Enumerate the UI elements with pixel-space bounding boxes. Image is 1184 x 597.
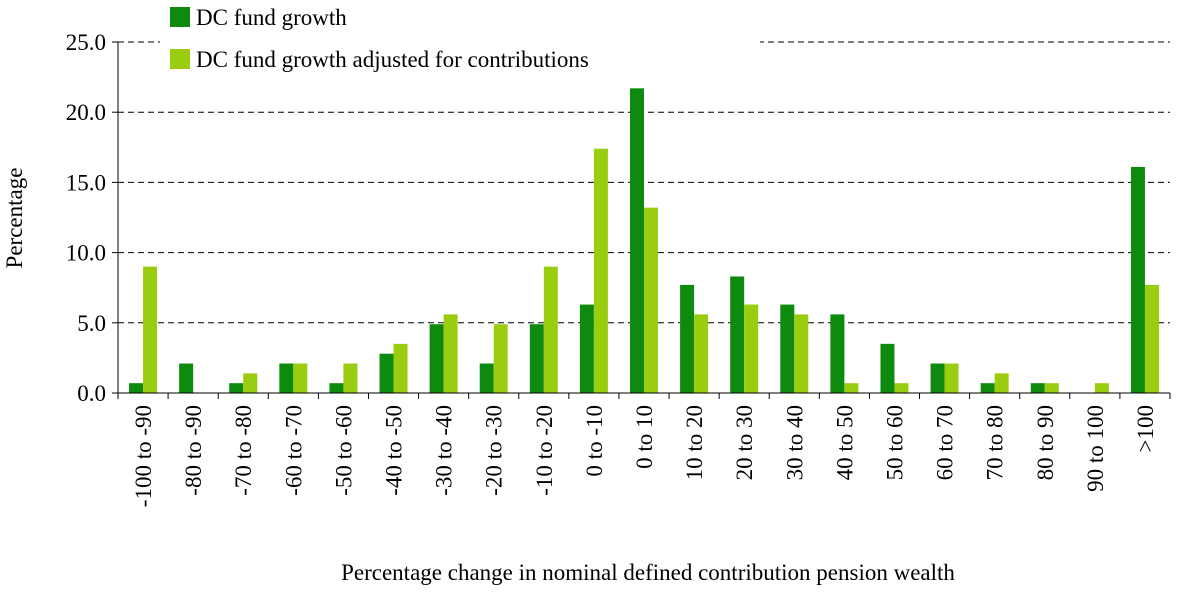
bar — [329, 383, 344, 393]
bar — [830, 314, 845, 393]
legend-swatch — [170, 7, 190, 27]
bar — [644, 207, 658, 393]
bar — [844, 383, 859, 393]
bar — [143, 266, 158, 393]
y-tick-label: 15.0 — [66, 170, 106, 195]
bar — [243, 373, 258, 393]
bar — [794, 314, 809, 393]
x-tick-label: -30 to -40 — [432, 405, 457, 496]
y-tick-label: 5.0 — [77, 311, 106, 336]
bar — [694, 314, 709, 393]
bar — [930, 363, 945, 393]
bar — [1130, 166, 1145, 393]
legend-label: DC fund growth adjusted for contribution… — [196, 47, 589, 72]
legend-swatch — [170, 49, 190, 69]
x-tick-label: 90 to 100 — [1083, 405, 1108, 492]
y-tick-label: 10.0 — [66, 241, 106, 266]
bar — [1094, 383, 1109, 393]
bar — [529, 324, 544, 393]
x-tick-label: -20 to -30 — [482, 405, 507, 496]
bar — [379, 353, 394, 393]
y-axis-title: Percentage — [2, 168, 27, 269]
bar — [179, 363, 194, 393]
bar — [744, 304, 759, 393]
bar — [1144, 284, 1159, 393]
bar — [343, 363, 358, 393]
x-tick-label: -60 to -70 — [281, 405, 306, 496]
y-tick-label: 25.0 — [66, 30, 106, 55]
bar — [980, 383, 995, 393]
bar — [393, 343, 408, 393]
x-tick-label: 80 to 90 — [1033, 405, 1058, 480]
x-tick-label: 20 to 30 — [732, 405, 757, 480]
x-tick-label: -10 to -20 — [532, 405, 557, 496]
bar — [593, 148, 608, 393]
bar — [129, 383, 144, 393]
bar — [493, 324, 508, 393]
bar — [1044, 383, 1059, 393]
x-tick-label: 10 to 20 — [682, 405, 707, 480]
y-tick-label: 20.0 — [66, 100, 106, 125]
x-tick-label: -40 to -50 — [382, 405, 407, 496]
legend-background — [160, 0, 760, 78]
y-tick-label: 0.0 — [77, 381, 106, 406]
bar — [229, 383, 244, 393]
x-tick-label: 50 to 60 — [882, 405, 907, 480]
bar — [994, 373, 1009, 393]
x-tick-label: -50 to -60 — [331, 405, 356, 496]
bar — [429, 324, 444, 393]
bar — [543, 266, 558, 393]
x-tick-label: -80 to -90 — [181, 405, 206, 496]
x-tick-label: -70 to -80 — [231, 405, 256, 496]
bar — [443, 314, 458, 393]
legend-label: DC fund growth — [196, 5, 347, 30]
bar — [630, 88, 644, 393]
bar — [479, 363, 494, 393]
bar — [293, 363, 308, 393]
bar — [880, 343, 895, 393]
x-tick-label: 60 to 70 — [933, 405, 958, 480]
bar — [944, 363, 959, 393]
x-tick-label: >100 — [1133, 405, 1158, 452]
x-axis-title: Percentage change in nominal defined con… — [341, 560, 955, 585]
bar — [579, 304, 594, 393]
x-tick-label: 30 to 40 — [782, 405, 807, 480]
bar — [894, 383, 909, 393]
x-tick-label: -100 to -90 — [131, 405, 156, 507]
bar — [1030, 383, 1045, 393]
bar — [680, 284, 695, 393]
bar — [279, 363, 294, 393]
bar — [780, 304, 795, 393]
x-tick-label: 0 to -10 — [582, 405, 607, 477]
x-tick-label: 40 to 50 — [832, 405, 857, 480]
bar — [730, 276, 745, 393]
x-tick-label: 70 to 80 — [983, 405, 1008, 480]
x-tick-label: 0 to 10 — [632, 405, 657, 469]
